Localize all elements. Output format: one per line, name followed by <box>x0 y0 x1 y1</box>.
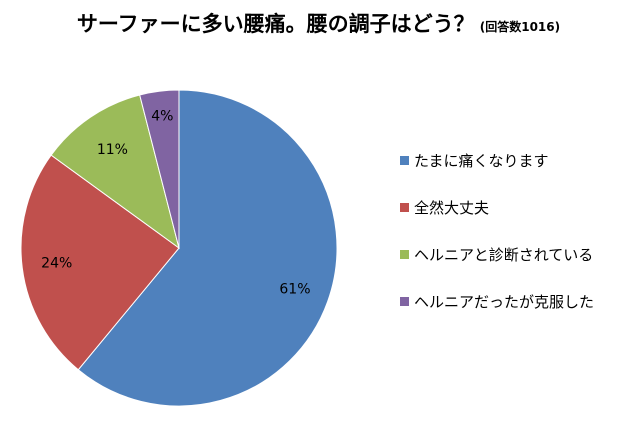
legend-item-2: 全然大丈夫 <box>400 197 594 217</box>
legend-swatch <box>400 155 409 165</box>
chart-title: サーファーに多い腰痛。腰の調子はどう？ (回答数1016) <box>0 8 637 38</box>
legend-item-1: たまに痛くなります <box>400 150 594 170</box>
pie-slice-2 <box>20 154 180 371</box>
legend-label: ヘルニアと診断されている <box>414 245 594 264</box>
pie-slice-4 <box>139 89 180 249</box>
legend-swatch <box>400 296 409 306</box>
legend-item-4: ヘルニアだったが克服した <box>400 291 594 311</box>
legend-label: ヘルニアだったが克服した <box>414 292 595 311</box>
chart-subtitle: (回答数1016) <box>479 20 561 34</box>
legend-swatch <box>400 202 409 212</box>
data-label-2: 24% <box>41 255 72 271</box>
legend-label: 全然大丈夫 <box>414 198 490 217</box>
data-label-3: 11% <box>97 142 128 158</box>
legend: たまに痛くなります 全然大丈夫ヘルニアと診断されている ヘルニアだったが克服した <box>400 150 594 338</box>
legend-swatch <box>400 249 409 259</box>
legend-label: たまに痛くなります <box>414 151 549 170</box>
pie-slice-3 <box>50 94 180 250</box>
data-label-4: 4% <box>151 108 173 124</box>
pie-slice-1 <box>77 89 338 407</box>
chart-title-text: サーファーに多い腰痛。腰の調子はどう？ <box>76 12 475 36</box>
legend-item-3: ヘルニアと診断されている <box>400 244 594 264</box>
data-label-1: 61% <box>279 282 310 298</box>
